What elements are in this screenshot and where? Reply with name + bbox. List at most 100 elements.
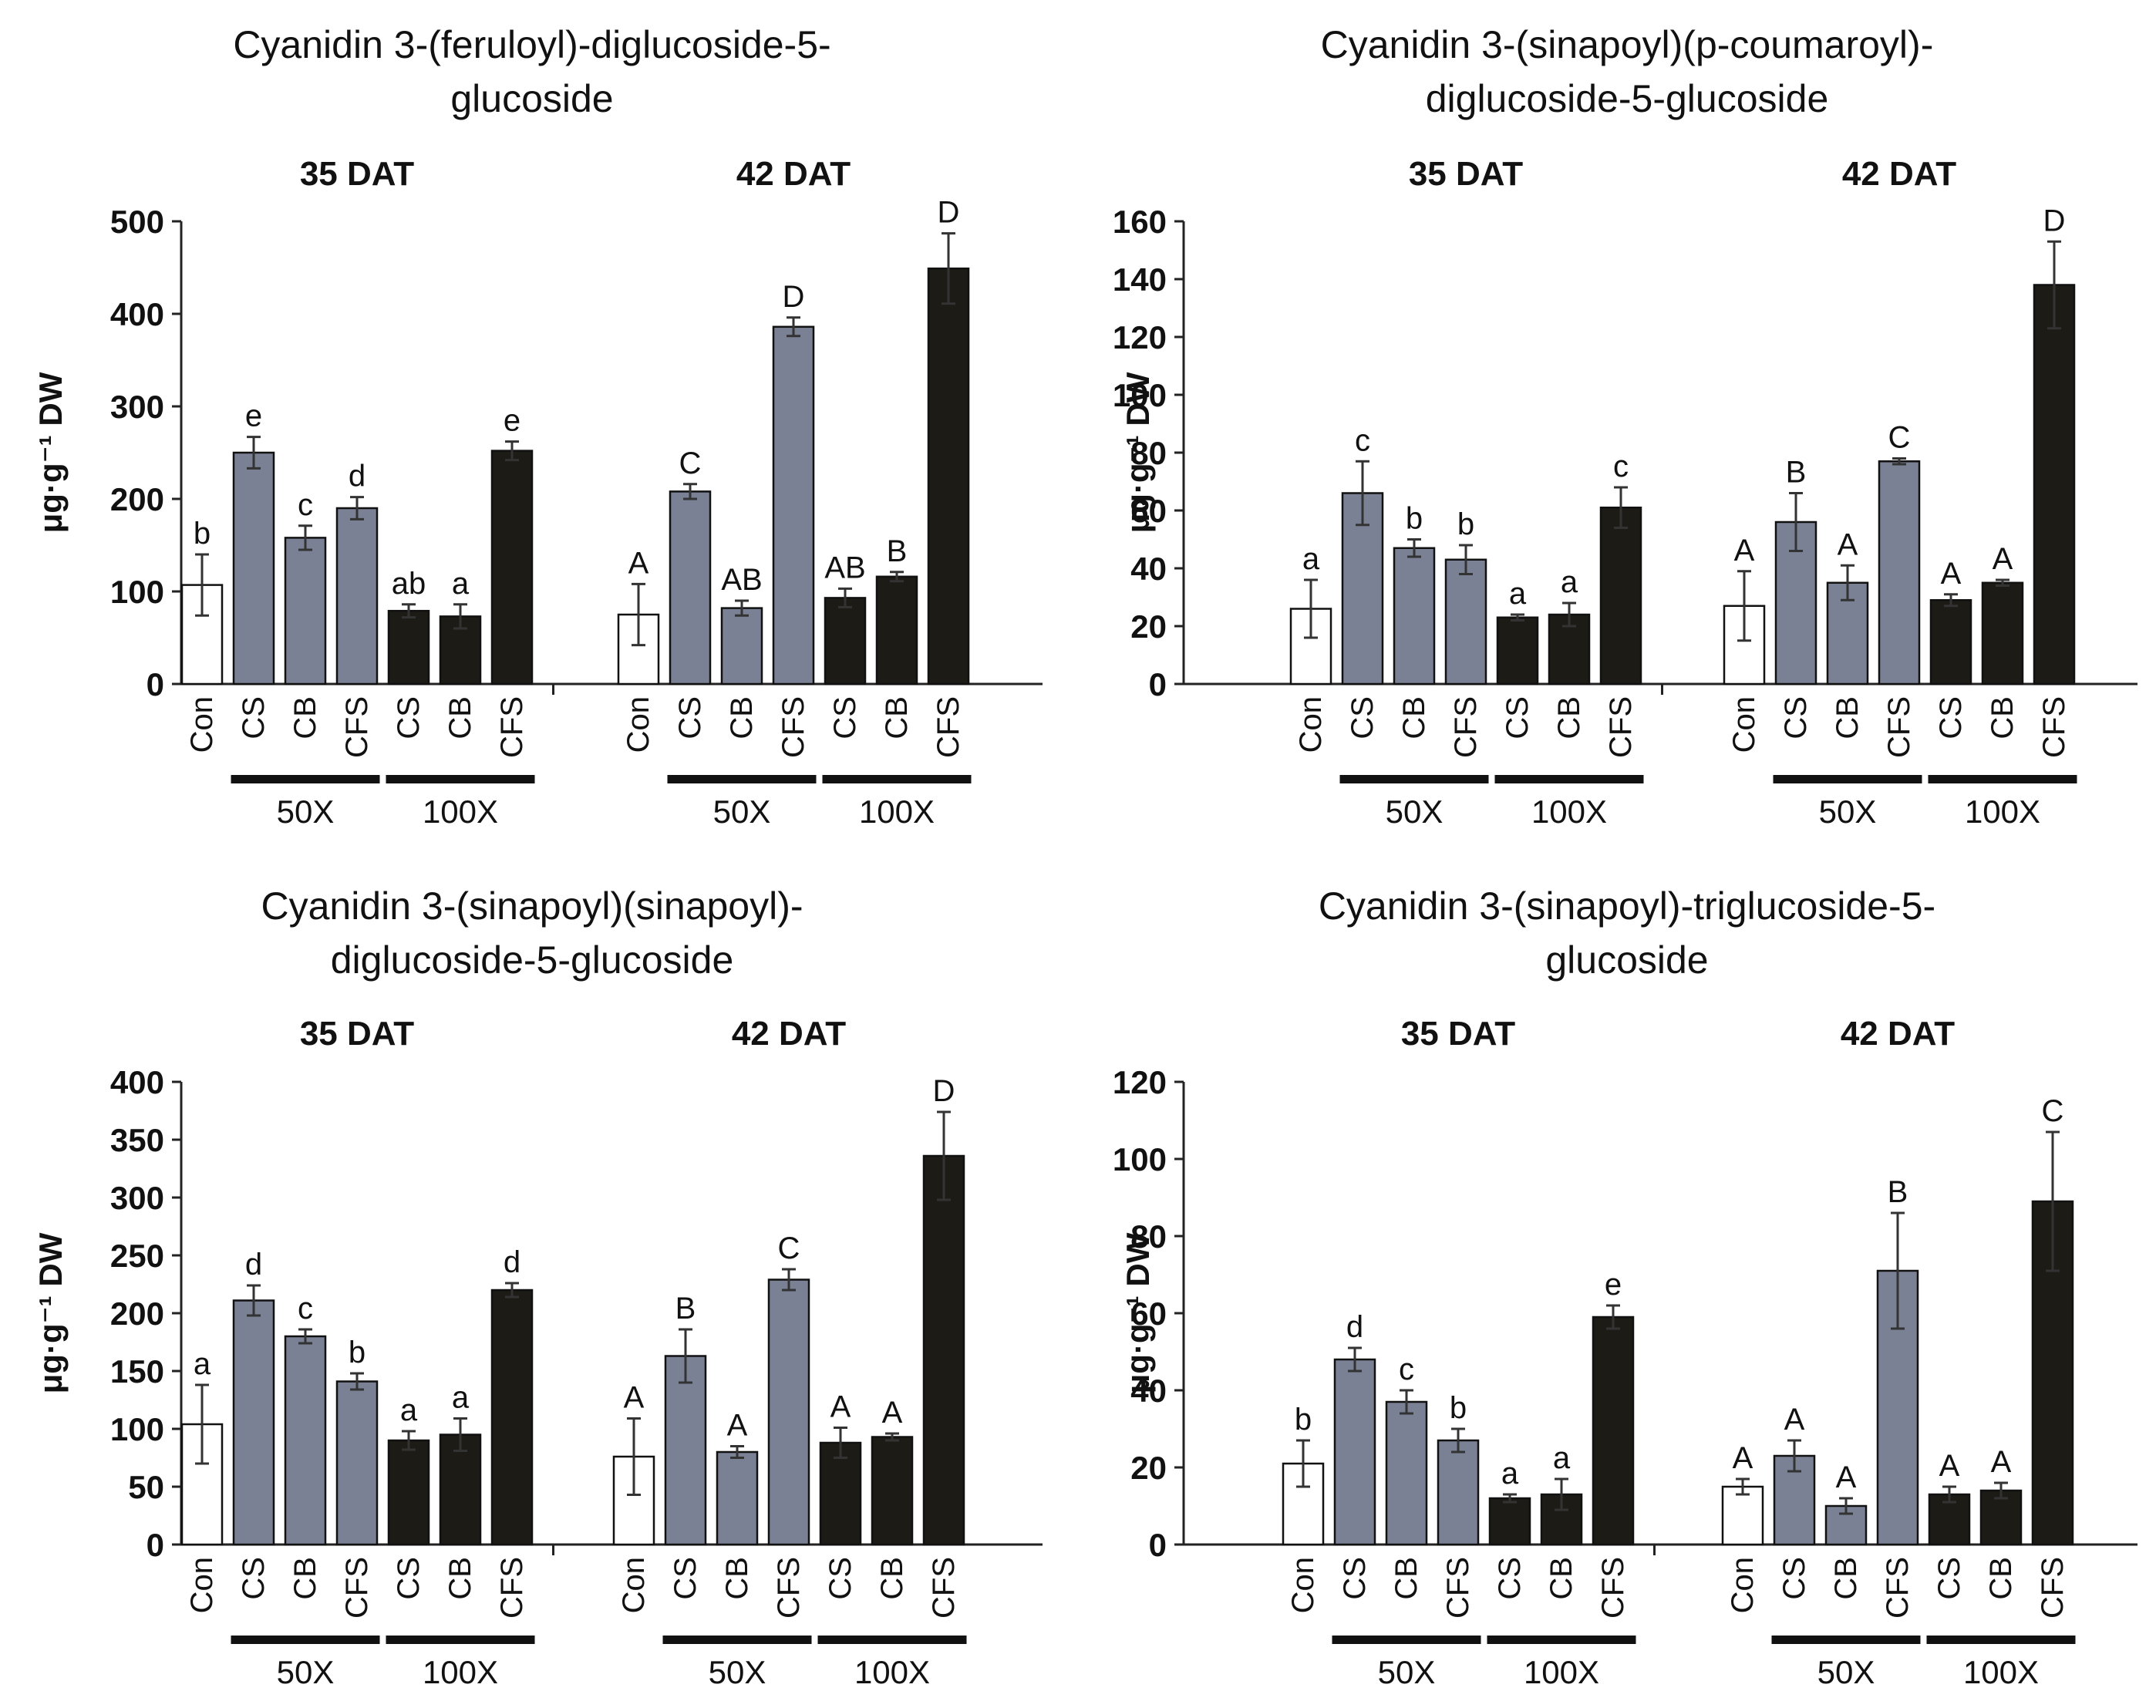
- x-category-label: Con: [1286, 1557, 1320, 1613]
- significance-letter: A: [1993, 542, 2013, 576]
- chart-title-line: diglucoside-5-glucoside: [1426, 77, 1829, 120]
- dose-bracket-line: [1487, 1636, 1636, 1644]
- x-category-label: CB: [1545, 1557, 1578, 1600]
- x-category-label: CFS: [1596, 1557, 1630, 1619]
- bar: [922, 1154, 965, 1546]
- x-category-label: CFS: [2036, 1557, 2070, 1619]
- bar: [1592, 1316, 1635, 1546]
- y-tick-label: 0: [1149, 1527, 1167, 1563]
- y-tick-label: 0: [1149, 666, 1167, 702]
- y-tick-label: 400: [110, 296, 164, 332]
- dose-label: 100X: [423, 793, 498, 830]
- significance-letter: a: [1302, 542, 1320, 576]
- y-tick-label: 100: [1113, 377, 1167, 413]
- x-category-label: Con: [622, 696, 655, 753]
- bar: [1979, 1489, 2023, 1546]
- bar: [1444, 558, 1487, 686]
- dose-bracket-line: [1926, 1636, 2076, 1644]
- significance-letter: C: [679, 446, 702, 480]
- chart-title-line: glucoside: [1545, 938, 1708, 982]
- dose-bracket-line: [1771, 1636, 1921, 1644]
- dose-bracket-line: [667, 775, 817, 783]
- group-label-dat: 35 DAT: [1409, 155, 1523, 193]
- significance-letter: e: [1605, 1268, 1622, 1302]
- chart-title-line: glucoside: [450, 77, 613, 120]
- bar: [819, 1441, 862, 1546]
- x-category-label: CFS: [776, 696, 810, 758]
- significance-letter: A: [830, 1390, 851, 1424]
- bar: [716, 1450, 759, 1546]
- bar: [720, 607, 763, 686]
- dose-bracket-line: [1339, 775, 1489, 783]
- dose-label: 50X: [1378, 1654, 1436, 1690]
- bar: [664, 1355, 707, 1546]
- significance-letter: A: [1941, 557, 1962, 591]
- chart-panel-4: Cyanidin 3-(sinapoyl)-triglucoside-5- glu…: [1113, 884, 2137, 1690]
- dose-label: 50X: [713, 793, 771, 830]
- y-tick-label: 80: [1130, 1218, 1167, 1255]
- bar: [2033, 284, 2076, 686]
- significance-letter: b: [1450, 1391, 1467, 1425]
- x-category-label: CFS: [1441, 1557, 1475, 1619]
- y-axis-label: μg·g⁻¹ DW: [32, 372, 69, 533]
- y-tick-label: 150: [110, 1353, 164, 1390]
- dose-label: 50X: [277, 793, 335, 830]
- bar: [1333, 1358, 1376, 1546]
- group-label-dat: 35 DAT: [300, 155, 414, 193]
- y-tick-label: 200: [110, 1295, 164, 1332]
- x-category-label: CS: [1934, 696, 1968, 739]
- dose-bracket-line: [231, 775, 380, 783]
- bar: [335, 507, 379, 686]
- significance-letter: a: [452, 567, 470, 601]
- significance-letter: b: [349, 1336, 366, 1369]
- x-category-label: CB: [725, 696, 759, 739]
- x-category-label: CS: [1338, 1557, 1372, 1600]
- significance-letter: c: [298, 488, 313, 522]
- x-category-label: CB: [720, 1557, 754, 1600]
- x-category-label: CS: [392, 1557, 426, 1600]
- significance-letter: a: [1501, 1457, 1519, 1491]
- dose-label: 50X: [1817, 1654, 1875, 1690]
- y-tick-label: 140: [1113, 261, 1167, 298]
- x-category-label: Con: [617, 1557, 651, 1613]
- y-tick-label: 300: [110, 389, 164, 425]
- significance-letter: A: [1733, 1441, 1753, 1475]
- x-category-label: CS: [1777, 1557, 1811, 1600]
- bar: [490, 1289, 534, 1546]
- dose-bracket-line: [662, 1636, 812, 1644]
- y-tick-label: 50: [128, 1469, 164, 1505]
- dose-label: 100X: [854, 1654, 930, 1690]
- x-category-label: CB: [443, 696, 477, 739]
- y-tick-label: 200: [110, 481, 164, 517]
- significance-letter: a: [1561, 565, 1578, 599]
- significance-letter: c: [298, 1292, 313, 1326]
- significance-letter: A: [882, 1396, 903, 1430]
- bar: [875, 575, 918, 686]
- significance-letter: A: [1939, 1449, 1960, 1483]
- x-category-label: CFS: [927, 1557, 961, 1619]
- y-tick-label: 100: [1113, 1141, 1167, 1177]
- x-category-label: CS: [673, 696, 707, 739]
- dose-bracket-line: [1773, 775, 1922, 783]
- bar: [1385, 1400, 1428, 1546]
- x-category-label: Con: [185, 696, 219, 753]
- dose-label: 100X: [859, 793, 935, 830]
- dose-bracket-line: [386, 1636, 535, 1644]
- bar: [232, 1299, 275, 1546]
- x-category-label: CB: [875, 1557, 909, 1600]
- significance-letter: A: [1838, 527, 1858, 561]
- significance-letter: A: [624, 1381, 645, 1415]
- bar: [871, 1436, 914, 1546]
- y-tick-label: 350: [110, 1122, 164, 1158]
- y-tick-label: 120: [1113, 319, 1167, 355]
- significance-letter: b: [1295, 1403, 1312, 1437]
- y-axis-label: μg·g⁻¹ DW: [32, 1232, 69, 1393]
- x-category-label: CFS: [495, 1557, 529, 1619]
- dose-label: 50X: [709, 1654, 766, 1690]
- y-tick-label: 80: [1130, 435, 1167, 471]
- significance-letter: c: [1399, 1353, 1414, 1386]
- group-label-dat: 42 DAT: [736, 155, 851, 193]
- x-category-label: Con: [1727, 696, 1761, 753]
- x-category-label: CS: [1346, 696, 1380, 739]
- chart-title-line: Cyanidin 3-(sinapoyl)(p-coumaroyl)-: [1321, 23, 1934, 66]
